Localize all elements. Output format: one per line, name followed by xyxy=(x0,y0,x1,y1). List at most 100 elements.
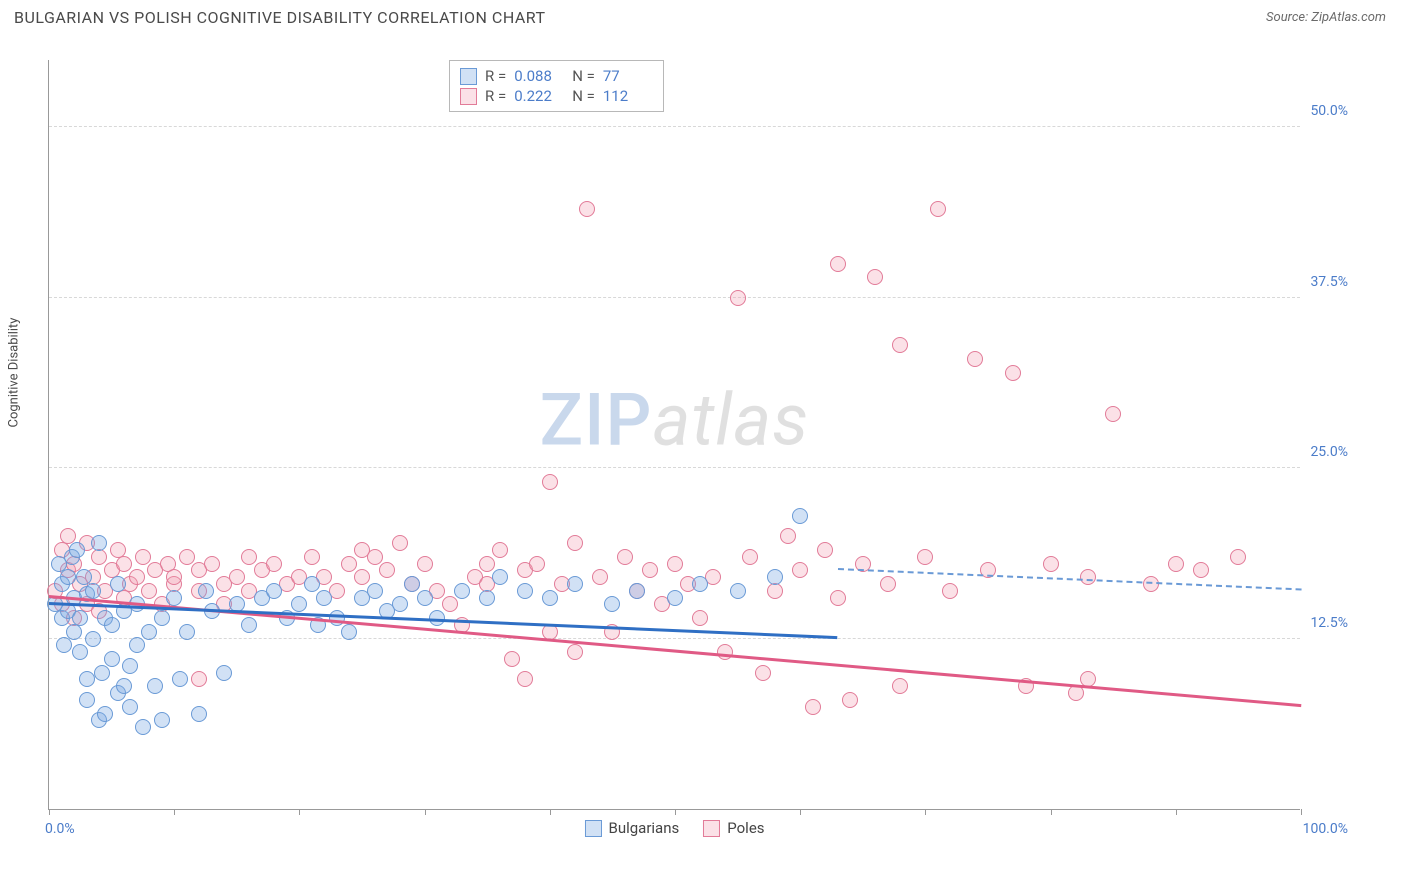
data-point-poles xyxy=(617,549,633,565)
data-point-bulgarians xyxy=(341,624,357,640)
trend-line-bulgarians-extrapolated xyxy=(838,568,1301,590)
data-point-poles xyxy=(742,549,758,565)
data-point-poles xyxy=(667,556,683,572)
data-point-bulgarians xyxy=(479,590,495,606)
data-point-poles xyxy=(204,556,220,572)
data-point-poles xyxy=(354,569,370,585)
data-point-bulgarians xyxy=(79,692,95,708)
x-tick xyxy=(425,809,426,815)
data-point-poles xyxy=(817,542,833,558)
data-point-bulgarians xyxy=(542,590,558,606)
data-point-poles xyxy=(229,569,245,585)
data-point-bulgarians xyxy=(104,651,120,667)
r-value-bulgarians: 0.088 xyxy=(514,67,564,85)
data-point-bulgarians xyxy=(72,610,88,626)
data-point-poles xyxy=(135,549,151,565)
gridline xyxy=(49,467,1300,468)
n-value-bulgarians: 77 xyxy=(603,67,653,85)
x-tick xyxy=(299,809,300,815)
data-point-bulgarians xyxy=(198,583,214,599)
data-point-bulgarians xyxy=(154,712,170,728)
data-point-poles xyxy=(304,549,320,565)
data-point-poles xyxy=(880,576,896,592)
data-point-poles xyxy=(805,699,821,715)
data-point-poles xyxy=(392,535,408,551)
data-point-bulgarians xyxy=(492,569,508,585)
swatch-bulgarians xyxy=(460,68,477,85)
data-point-poles xyxy=(592,569,608,585)
data-point-bulgarians xyxy=(767,569,783,585)
data-point-poles xyxy=(529,556,545,572)
data-point-poles xyxy=(442,596,458,612)
data-point-poles xyxy=(892,678,908,694)
swatch-bulgarians-icon xyxy=(584,820,601,837)
x-tick xyxy=(1051,809,1052,815)
legend-row-bulgarians: R = 0.088 N = 77 xyxy=(460,66,653,86)
data-point-poles xyxy=(930,201,946,217)
data-point-poles xyxy=(692,610,708,626)
data-point-poles xyxy=(492,542,508,558)
data-point-bulgarians xyxy=(329,610,345,626)
data-point-poles xyxy=(567,644,583,660)
x-tick xyxy=(550,809,551,815)
data-point-bulgarians xyxy=(116,678,132,694)
data-point-poles xyxy=(967,351,983,367)
data-point-poles xyxy=(767,583,783,599)
data-point-bulgarians xyxy=(367,583,383,599)
data-point-poles xyxy=(191,671,207,687)
data-point-bulgarians xyxy=(567,576,583,592)
data-point-bulgarians xyxy=(141,624,157,640)
data-point-bulgarians xyxy=(692,576,708,592)
data-point-poles xyxy=(129,569,145,585)
data-point-poles xyxy=(1193,562,1209,578)
data-point-bulgarians xyxy=(79,671,95,687)
x-tick xyxy=(49,809,50,815)
data-point-bulgarians xyxy=(129,637,145,653)
data-point-poles xyxy=(116,556,132,572)
y-tick-label: 25.0% xyxy=(1302,444,1348,460)
data-point-bulgarians xyxy=(66,624,82,640)
x-tick xyxy=(1301,809,1302,815)
n-value-poles: 112 xyxy=(603,87,653,105)
data-point-bulgarians xyxy=(122,699,138,715)
data-point-poles xyxy=(717,644,733,660)
correlation-legend: R = 0.088 N = 77 R = 0.222 N = 112 xyxy=(449,60,664,112)
data-point-bulgarians xyxy=(604,596,620,612)
data-point-bulgarians xyxy=(392,596,408,612)
data-point-bulgarians xyxy=(454,583,470,599)
data-point-poles xyxy=(867,269,883,285)
y-tick-label: 50.0% xyxy=(1302,103,1348,119)
data-point-bulgarians xyxy=(72,644,88,660)
data-point-bulgarians xyxy=(91,535,107,551)
data-point-poles xyxy=(830,590,846,606)
data-point-bulgarians xyxy=(154,610,170,626)
data-point-bulgarians xyxy=(266,583,282,599)
data-point-poles xyxy=(579,201,595,217)
x-tick xyxy=(925,809,926,815)
data-point-poles xyxy=(179,549,195,565)
data-point-bulgarians xyxy=(60,569,76,585)
gridline xyxy=(49,297,1300,298)
data-point-bulgarians xyxy=(191,706,207,722)
data-point-bulgarians xyxy=(404,576,420,592)
data-point-bulgarians xyxy=(629,583,645,599)
data-point-bulgarians xyxy=(291,596,307,612)
data-point-poles xyxy=(417,556,433,572)
data-point-poles xyxy=(341,556,357,572)
data-point-bulgarians xyxy=(304,576,320,592)
swatch-poles xyxy=(460,88,477,105)
data-point-bulgarians xyxy=(110,576,126,592)
swatch-poles-icon xyxy=(703,820,720,837)
data-point-poles xyxy=(542,474,558,490)
gridline xyxy=(49,638,1300,639)
y-axis-label: Cognitive Disability xyxy=(7,318,22,428)
data-point-poles xyxy=(166,569,182,585)
data-point-bulgarians xyxy=(417,590,433,606)
data-point-bulgarians xyxy=(172,671,188,687)
data-point-poles xyxy=(1168,556,1184,572)
data-point-poles xyxy=(642,562,658,578)
x-axis-max-label: 100.0% xyxy=(1303,821,1348,837)
data-point-bulgarians xyxy=(216,665,232,681)
y-tick-label: 37.5% xyxy=(1302,274,1348,290)
x-tick xyxy=(1176,809,1177,815)
